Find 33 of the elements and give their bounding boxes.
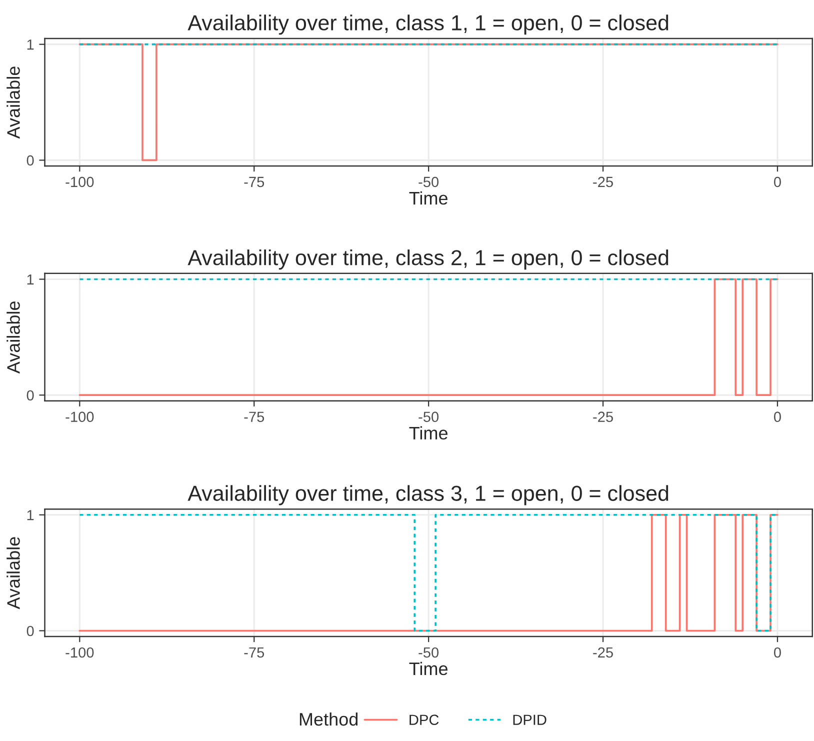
- x-tick-label: -50: [418, 647, 439, 658]
- x-tick-label: -100: [66, 412, 94, 422]
- y-tick-label: 1: [27, 274, 34, 285]
- y-axis-title: Available: [6, 301, 20, 374]
- legend-label: DPID: [513, 714, 546, 725]
- x-tick-label: -100: [66, 647, 94, 658]
- y-tick-label: 0: [26, 626, 34, 636]
- chart-title: Availability over time, class 1, 1 = open, 0 = closed: [188, 14, 668, 35]
- chart-title: Availability over time, class 2, 1 = open, 0 = closed: [188, 249, 668, 270]
- x-tick-label: -75: [244, 176, 264, 188]
- x-tick-label: -100: [66, 176, 94, 188]
- y-tick-label: 1: [27, 510, 34, 520]
- y-axis-title: Available: [6, 537, 20, 610]
- x-axis-title: Time: [409, 191, 448, 205]
- y-tick-label: 0: [26, 390, 34, 401]
- y-axis-title: Available: [6, 66, 20, 139]
- x-tick-label: -25: [593, 412, 613, 422]
- x-tick-label: 0: [774, 647, 781, 658]
- x-tick-label: -25: [593, 176, 613, 188]
- x-axis-title: Time: [409, 662, 448, 676]
- legend-label: DPC: [410, 714, 439, 725]
- x-tick-label: 0: [774, 412, 781, 422]
- x-tick-label: -75: [244, 647, 264, 658]
- legend-title: Method: [300, 712, 358, 726]
- x-axis-title: Time: [409, 426, 448, 440]
- chart-title: Availability over time, class 3, 1 = open, 0 = closed: [188, 485, 668, 506]
- y-tick-label: 0: [26, 155, 34, 166]
- x-tick-label: -50: [418, 412, 439, 422]
- x-tick-label: 0: [774, 176, 781, 188]
- x-tick-label: -25: [593, 647, 613, 658]
- x-tick-label: -75: [244, 412, 264, 422]
- y-tick-label: 1: [27, 40, 34, 50]
- x-tick-label: -50: [418, 176, 439, 188]
